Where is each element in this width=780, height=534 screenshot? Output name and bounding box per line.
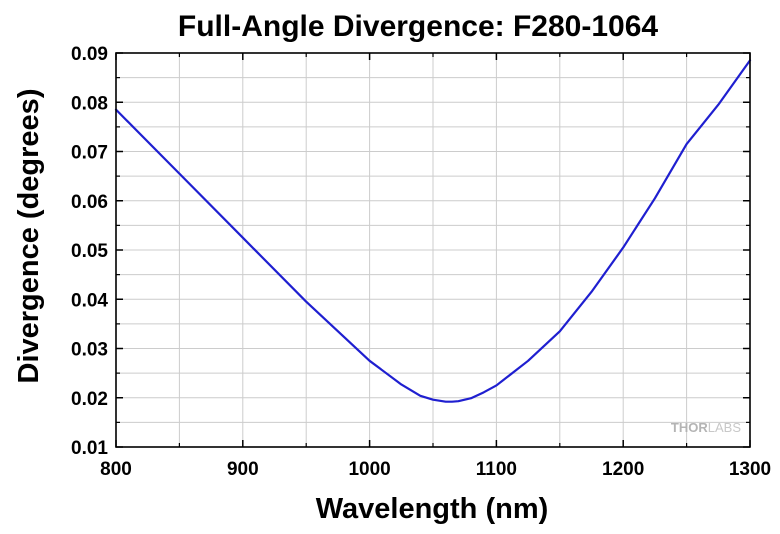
y-tick-label: 0.01 — [71, 438, 108, 459]
chart-title: Full-Angle Divergence: F280-1064 — [178, 10, 658, 43]
x-tick-label: 1300 — [729, 459, 771, 480]
series-line — [114, 59, 752, 403]
series-layer — [114, 59, 752, 403]
y-tick-label: 0.02 — [71, 389, 108, 410]
grid — [116, 53, 750, 447]
y-axis-title: Divergence (degrees) — [13, 89, 45, 384]
y-tick-label: 0.07 — [71, 143, 108, 164]
y-tick-label: 0.09 — [71, 44, 108, 65]
y-tick-label: 0.05 — [71, 241, 108, 262]
x-tick-label: 1000 — [348, 459, 390, 480]
y-tick-label: 0.03 — [71, 340, 108, 361]
x-tick-label: 1100 — [476, 459, 517, 480]
watermark-part-b: LABS — [708, 420, 742, 435]
y-tick-label: 0.06 — [71, 192, 108, 213]
y-tick-label: 0.04 — [71, 290, 108, 311]
y-tick-label: 0.08 — [71, 93, 108, 114]
watermark-logo: THORLABS — [671, 420, 741, 435]
axes — [115, 52, 751, 448]
x-axis-title: Wavelength (nm) — [316, 493, 549, 525]
x-tick-label: 800 — [100, 459, 132, 480]
x-tick-label: 1200 — [602, 459, 644, 480]
tick-labels: 800 900 1000 1100 1200 1300 0.01 0.02 0.03 0.04 0.… — [71, 44, 771, 480]
watermark-part-a: THOR — [671, 420, 708, 435]
x-tick-label: 900 — [227, 459, 259, 480]
